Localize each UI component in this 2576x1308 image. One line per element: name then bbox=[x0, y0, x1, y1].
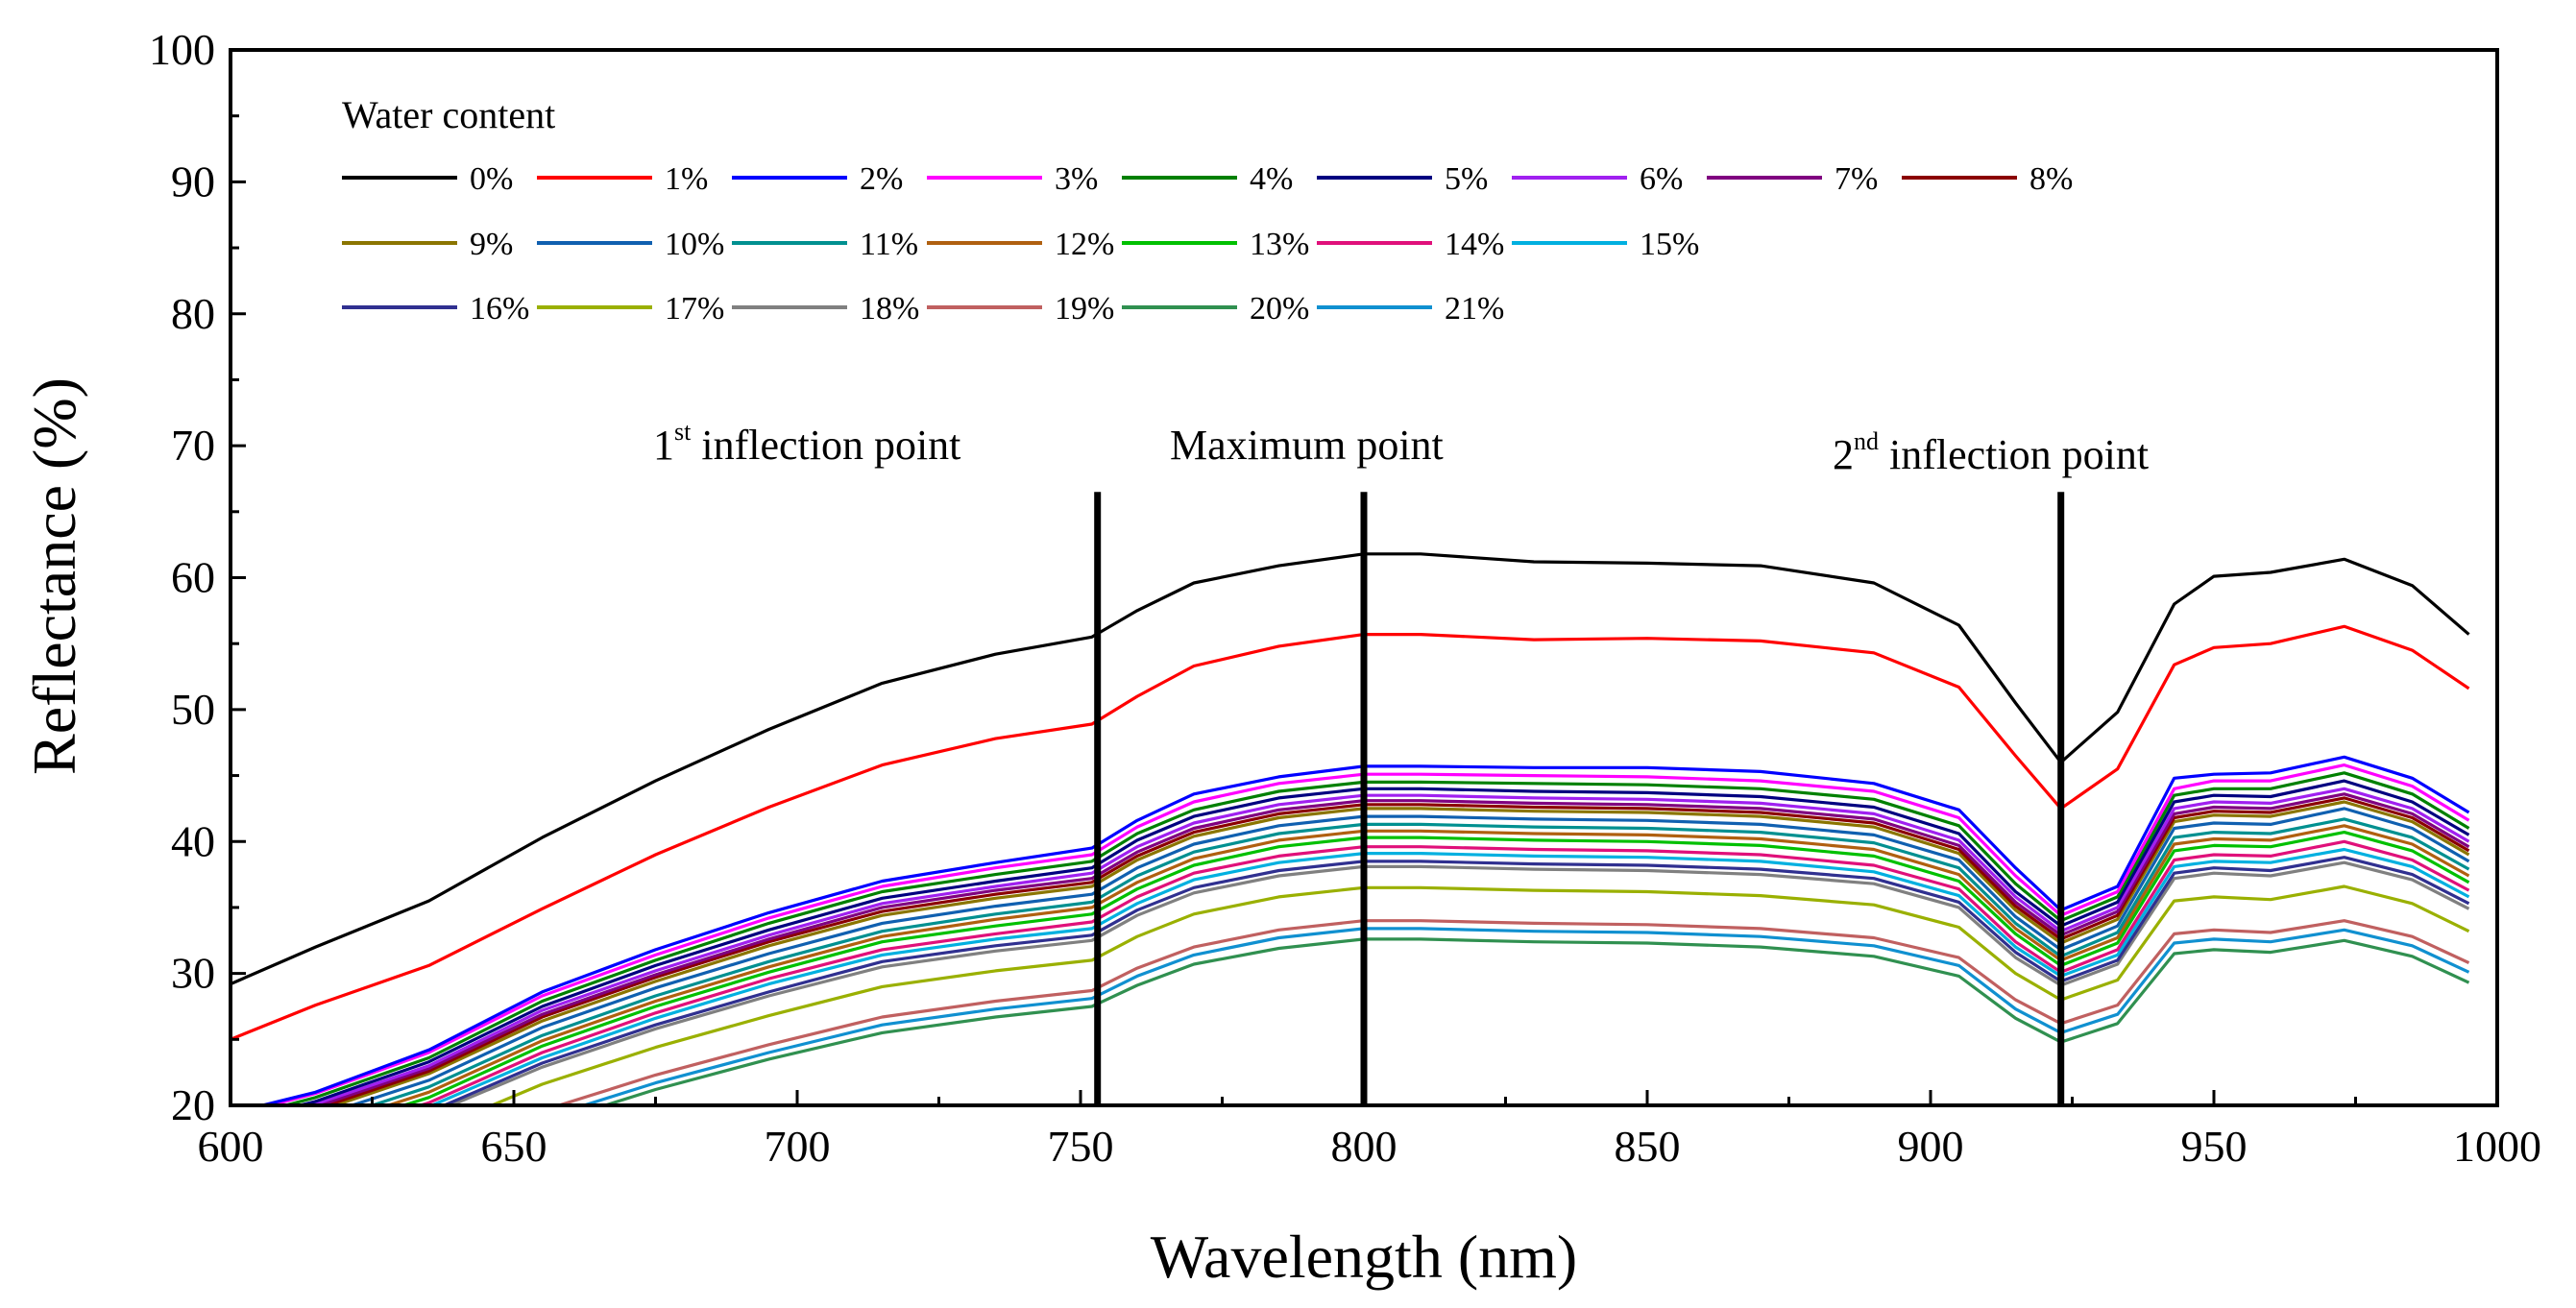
y-tick-label: 50 bbox=[171, 685, 215, 734]
y-tick-label: 70 bbox=[171, 421, 215, 470]
legend-title: Water content bbox=[342, 93, 555, 136]
series-line-5pct bbox=[293, 779, 2470, 1105]
legend-label: 12% bbox=[1055, 227, 1114, 262]
legend-label: 11% bbox=[860, 227, 918, 262]
series-line-3pct bbox=[264, 763, 2470, 1105]
y-tick-label: 20 bbox=[171, 1080, 215, 1129]
legend-label: 18% bbox=[860, 291, 919, 327]
series-line-7pct bbox=[314, 792, 2470, 1105]
x-axis-title: Wavelength (nm) bbox=[1151, 1223, 1577, 1291]
x-tick-label: 600 bbox=[198, 1122, 264, 1171]
series-line-15pct bbox=[427, 847, 2470, 1105]
series-layer bbox=[231, 552, 2470, 1105]
series-line-8pct bbox=[322, 796, 2470, 1105]
legend-label: 0% bbox=[470, 161, 513, 197]
legend-label: 19% bbox=[1055, 291, 1114, 327]
legend-label: 20% bbox=[1250, 291, 1309, 327]
series-line-11pct bbox=[367, 817, 2470, 1105]
y-tick-label: 30 bbox=[171, 949, 215, 998]
y-tick-label: 80 bbox=[171, 289, 215, 338]
x-tick-label: 950 bbox=[2181, 1122, 2248, 1171]
y-tick-label: 60 bbox=[171, 553, 215, 602]
legend-label: 3% bbox=[1055, 161, 1098, 197]
axis-ticks: 600 650 700 750 800 850 900 950 1000 20 30 40 50 60 70… bbox=[149, 25, 2541, 1171]
legend-label: 17% bbox=[665, 291, 724, 327]
series-line-14pct bbox=[415, 839, 2470, 1105]
annotation-label-second: 2nd inflection point bbox=[1833, 427, 2149, 478]
legend-label: 5% bbox=[1445, 161, 1488, 197]
series-line-12pct bbox=[383, 824, 2470, 1105]
legend-label: 15% bbox=[1640, 227, 1699, 262]
series-line-20pct bbox=[599, 937, 2470, 1105]
y-tick-label: 100 bbox=[149, 25, 215, 74]
legend-label: 1% bbox=[665, 161, 708, 197]
legend: 0% 1% 2% 3% 4% 5% 6% 7% 8% 9% 10% 11% 12% 13% 14% 15% 16… bbox=[342, 161, 2073, 327]
annotations: 1st inflection point Maximum point 2nd inf… bbox=[653, 418, 2149, 478]
series-line-0pct bbox=[231, 552, 2470, 986]
series-line-21pct bbox=[578, 927, 2470, 1105]
x-tick-label: 850 bbox=[1615, 1122, 1681, 1171]
legend-label: 4% bbox=[1250, 161, 1293, 197]
series-line-9pct bbox=[329, 800, 2470, 1105]
series-line-13pct bbox=[399, 830, 2470, 1105]
annotation-label-first: 1st inflection point bbox=[653, 418, 960, 469]
legend-label: 16% bbox=[470, 291, 529, 327]
y-tick-label: 90 bbox=[171, 157, 215, 206]
legend-label: 2% bbox=[860, 161, 903, 197]
x-tick-label: 650 bbox=[481, 1122, 547, 1171]
series-line-10pct bbox=[347, 807, 2470, 1105]
x-tick-label: 900 bbox=[1898, 1122, 1964, 1171]
annotation-lines bbox=[1094, 492, 2065, 1105]
y-tick-label: 40 bbox=[171, 816, 215, 865]
annotation-label-max: Maximum point bbox=[1170, 422, 1444, 469]
legend-label: 7% bbox=[1835, 161, 1878, 197]
y-axis-title: Reflectance (%) bbox=[20, 377, 88, 775]
series-line-2pct bbox=[255, 755, 2470, 1105]
series-line-4pct bbox=[279, 771, 2470, 1105]
legend-label: 9% bbox=[470, 227, 513, 262]
x-tick-label: 750 bbox=[1048, 1122, 1114, 1171]
legend-label: 14% bbox=[1445, 227, 1504, 262]
legend-label: 6% bbox=[1640, 161, 1683, 197]
x-tick-label: 700 bbox=[765, 1122, 831, 1171]
series-line-19pct bbox=[553, 919, 2470, 1105]
legend-label: 10% bbox=[665, 227, 724, 262]
x-tick-label: 1000 bbox=[2453, 1122, 2541, 1171]
series-line-6pct bbox=[304, 787, 2470, 1105]
series-line-18pct bbox=[447, 860, 2470, 1105]
legend-label: 8% bbox=[2029, 161, 2073, 197]
series-line-1pct bbox=[231, 624, 2470, 1041]
series-line-16pct bbox=[440, 856, 2470, 1105]
legend-label: 13% bbox=[1250, 227, 1309, 262]
x-tick-label: 800 bbox=[1331, 1122, 1397, 1171]
legend-label: 21% bbox=[1445, 291, 1504, 327]
series-line-17pct bbox=[487, 884, 2470, 1105]
